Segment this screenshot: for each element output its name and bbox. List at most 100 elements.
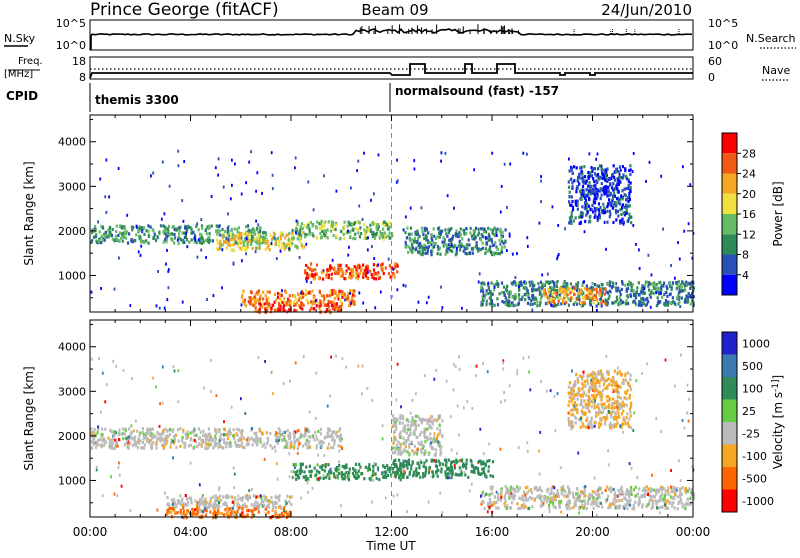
- data-cell: [286, 502, 288, 505]
- data-cell: [331, 304, 333, 307]
- data-cell: [611, 503, 613, 506]
- data-cell: [427, 249, 429, 252]
- data-cell: [324, 224, 326, 227]
- n-search-label: N.Search: [746, 32, 796, 45]
- data-cell: [250, 150, 252, 153]
- data-cell: [480, 248, 482, 251]
- data-cell: [100, 225, 102, 228]
- data-cell: [230, 249, 232, 252]
- data-cell: [413, 423, 415, 426]
- data-cell: [507, 490, 509, 493]
- data-cell: [143, 437, 145, 440]
- data-cell: [394, 471, 396, 474]
- data-cell: [338, 429, 340, 432]
- data-cell: [275, 506, 277, 509]
- data-cell: [411, 232, 413, 235]
- data-cell: [306, 439, 308, 442]
- data-cell: [509, 163, 511, 166]
- data-cell: [444, 228, 446, 231]
- data-cell: [444, 471, 446, 474]
- data-cell: [353, 294, 355, 297]
- data-cell: [540, 499, 542, 502]
- data-cell: [568, 186, 570, 189]
- data-cell: [481, 500, 483, 503]
- data-cell: [286, 495, 288, 498]
- data-cell: [431, 237, 433, 240]
- data-cell: [258, 247, 260, 250]
- data-cell: [138, 227, 140, 230]
- data-cell: [373, 273, 375, 276]
- data-cell: [571, 200, 573, 203]
- data-cell: [348, 246, 350, 249]
- data-cell: [555, 292, 557, 295]
- data-cell: [506, 285, 508, 288]
- data-cell: [545, 281, 547, 284]
- data-cell: [424, 436, 426, 439]
- data-cell: [529, 303, 531, 306]
- data-cell: [267, 511, 269, 514]
- freq-left-tick-bottom: 8: [79, 71, 86, 84]
- data-cell: [338, 444, 340, 447]
- data-cell: [223, 186, 225, 189]
- data-cell: [475, 227, 477, 230]
- data-cell: [593, 288, 595, 291]
- data-cell: [684, 489, 686, 492]
- data-cell: [190, 500, 192, 503]
- data-cell: [667, 490, 669, 493]
- data-cell: [605, 191, 607, 194]
- data-cell: [567, 500, 569, 503]
- data-cell: [387, 474, 389, 477]
- data-cell: [662, 505, 664, 508]
- data-cell: [348, 276, 350, 279]
- data-cell: [407, 450, 409, 453]
- data-cell: [657, 296, 659, 299]
- data-cell: [308, 291, 310, 294]
- data-cell: [291, 242, 293, 245]
- data-cell: [678, 291, 680, 294]
- data-cell: [455, 233, 457, 236]
- data-cell: [310, 470, 312, 473]
- data-cell: [479, 272, 481, 275]
- data-cell: [217, 241, 219, 244]
- data-cell: [625, 493, 627, 496]
- data-cell: [489, 297, 491, 300]
- data-cell: [420, 461, 422, 464]
- data-cell: [584, 220, 586, 223]
- data-cell: [573, 219, 575, 222]
- data-cell: [143, 233, 145, 236]
- data-cell: [219, 234, 221, 237]
- data-cell: [179, 427, 181, 430]
- data-cell: [307, 266, 309, 269]
- data-cell: [115, 230, 117, 233]
- data-cell: [451, 244, 453, 247]
- data-cell: [450, 240, 452, 243]
- data-cell: [233, 262, 235, 265]
- data-cell: [626, 490, 628, 493]
- data-cell: [566, 284, 568, 287]
- data-cell: [241, 193, 243, 196]
- data-cell: [208, 236, 210, 239]
- data-cell: [428, 453, 430, 456]
- data-cell: [215, 438, 217, 441]
- data-cell: [105, 159, 107, 162]
- data-cell: [650, 306, 652, 309]
- data-cell: [568, 195, 570, 198]
- data-cell: [147, 224, 149, 227]
- data-cell: [200, 431, 202, 434]
- data-cell: [324, 436, 326, 439]
- data-cell: [322, 278, 324, 281]
- data-cell: [289, 434, 291, 437]
- data-cell: [337, 268, 339, 271]
- data-cell: [468, 238, 470, 241]
- data-cell: [213, 503, 215, 506]
- data-cell: [166, 429, 168, 432]
- data-cell: [138, 442, 140, 445]
- data-cell: [211, 195, 213, 198]
- data-cell: [471, 465, 473, 468]
- data-cell: [260, 503, 262, 506]
- data-cell: [626, 198, 628, 201]
- data-cell: [183, 232, 185, 235]
- data-cell: [185, 494, 187, 497]
- data-cell: [184, 446, 186, 449]
- data-cell: [626, 212, 628, 215]
